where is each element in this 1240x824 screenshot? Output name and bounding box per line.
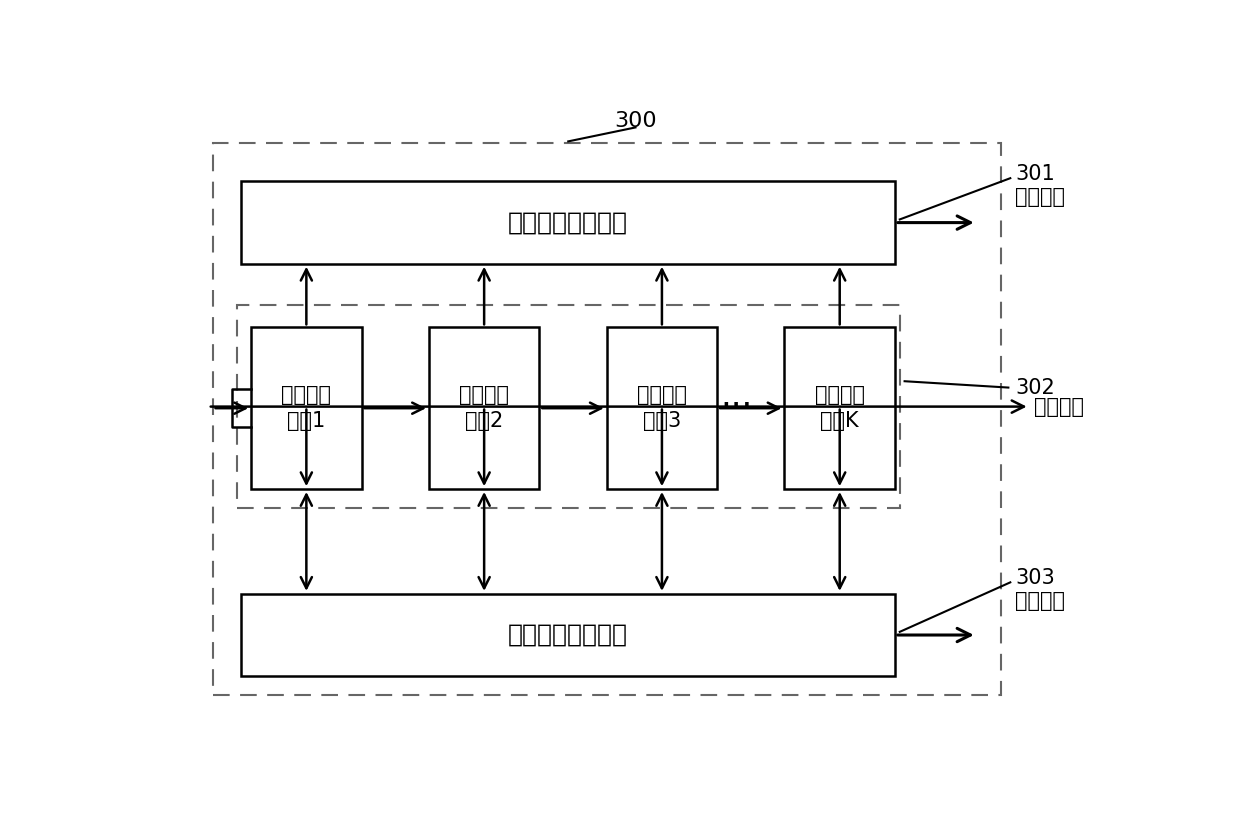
Bar	[242, 181, 895, 264]
Text: 303: 303	[1016, 568, 1055, 588]
Text: 字符匹配
单兤3: 字符匹配 单兤3	[637, 385, 687, 432]
Text: 匹配长度: 匹配长度	[1016, 592, 1065, 611]
Text: 输入字符: 输入字符	[1034, 396, 1084, 417]
Text: 301: 301	[1016, 164, 1055, 184]
Bar	[785, 327, 895, 489]
Text: 匹配长度计算单元: 匹配长度计算单元	[508, 623, 629, 647]
Text: 字符匹配
单兤2: 字符匹配 单兤2	[459, 385, 510, 432]
Text: 字符匹配
单兤K: 字符匹配 单兤K	[815, 385, 864, 432]
Text: 字符匹配
单兤1: 字符匹配 单兤1	[281, 385, 331, 432]
Bar	[250, 327, 362, 489]
Bar	[242, 594, 895, 677]
Bar	[606, 327, 717, 489]
Bar	[213, 143, 1001, 695]
Bar	[237, 305, 900, 508]
Text: 302: 302	[1016, 377, 1055, 397]
Text: 匹配位置计算单元: 匹配位置计算单元	[508, 211, 629, 235]
Text: 300: 300	[614, 111, 657, 131]
Text: ···: ···	[720, 390, 753, 423]
Bar	[429, 327, 539, 489]
Text: 匹配位置: 匹配位置	[1016, 187, 1065, 207]
